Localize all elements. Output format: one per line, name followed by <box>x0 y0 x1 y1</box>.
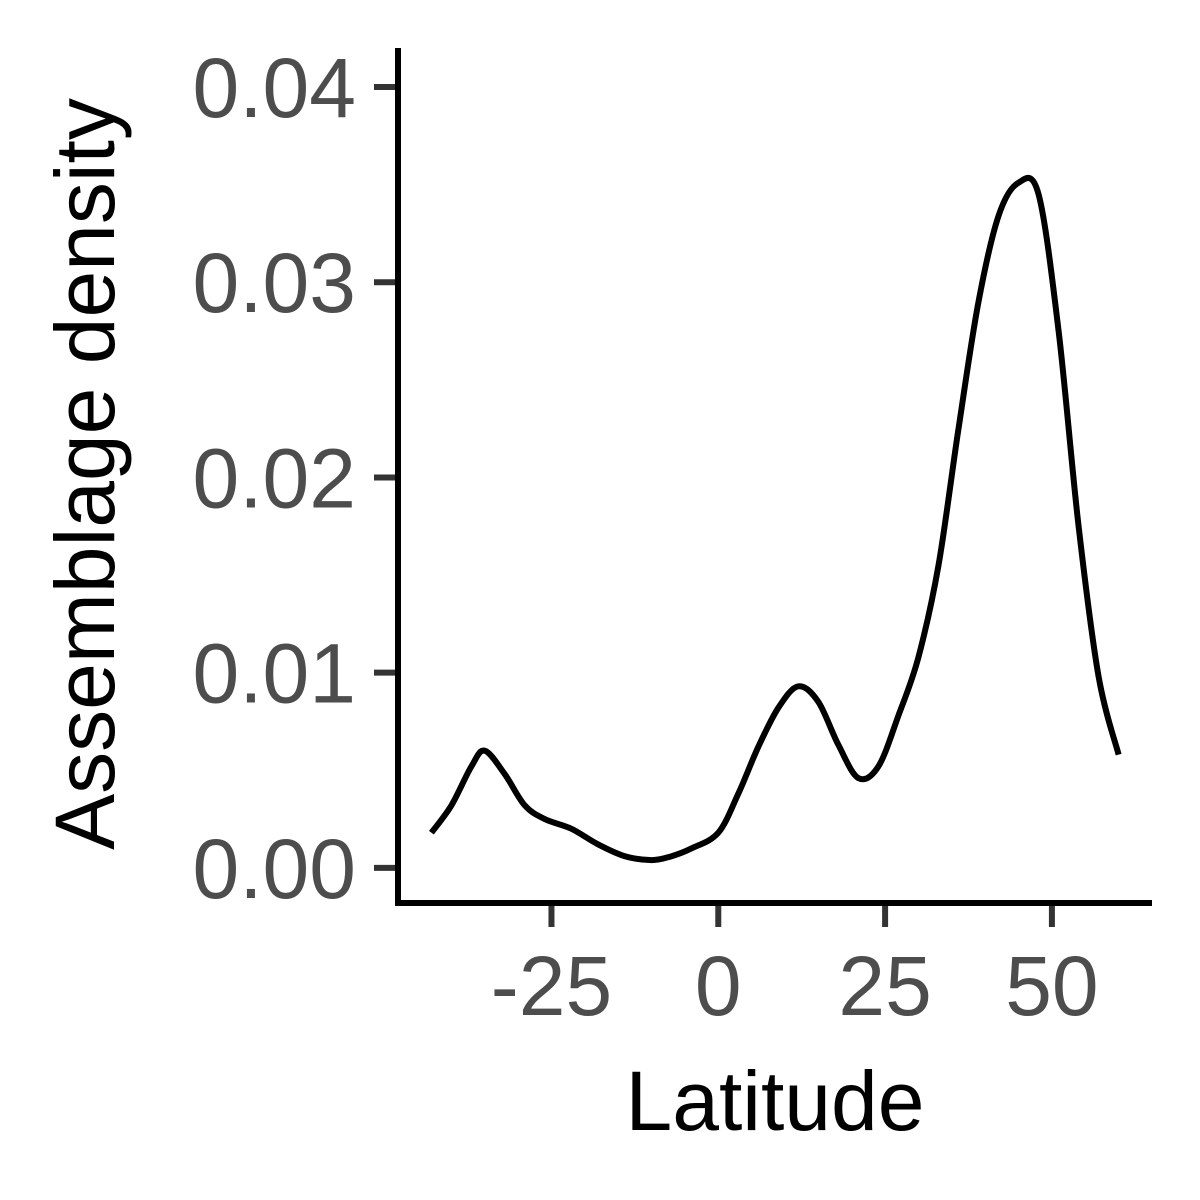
y-tick-label: 0.04 <box>193 41 357 135</box>
x-axis-ticks: -25 0 25 50 <box>491 903 1099 1033</box>
y-tick-label: 0.03 <box>193 236 357 330</box>
x-tick-label: 50 <box>1005 939 1098 1033</box>
series-layer <box>428 174 1122 864</box>
y-tick-label: 0.00 <box>193 822 357 916</box>
x-tick-label: -25 <box>491 939 612 1033</box>
y-axis-ticks: 0.00 0.01 0.02 0.03 0.04 <box>193 41 398 916</box>
y-tick-label: 0.02 <box>193 431 357 525</box>
x-tick-label: 25 <box>838 939 931 1033</box>
x-axis-title: Latitude <box>626 1054 925 1148</box>
y-axis-title: Assemblage density <box>38 98 132 850</box>
density-line <box>428 174 1122 864</box>
x-tick-label: 0 <box>695 939 742 1033</box>
y-tick-label: 0.01 <box>193 627 357 721</box>
